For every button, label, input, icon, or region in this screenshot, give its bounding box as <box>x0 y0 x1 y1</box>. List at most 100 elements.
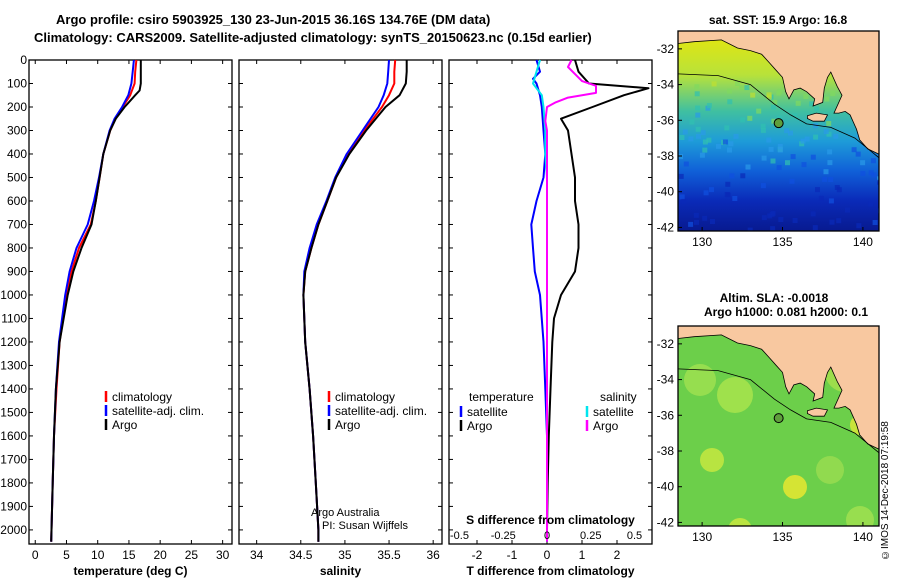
sst-pixel <box>877 179 879 185</box>
isobath-line <box>678 368 879 454</box>
sst-map-panel: sat. SST: 15.9 Argo: 16.8 -32 -34 -36 -38 -40… <box>657 13 880 249</box>
x2-tick-label: 0.25 <box>580 530 601 542</box>
legend-label: climatology <box>335 390 395 404</box>
sst-pixel <box>814 106 820 112</box>
sst-pixel <box>800 138 806 144</box>
sst-pixel <box>792 218 798 223</box>
y-tick-label: 300 <box>7 123 27 137</box>
sst-pixel <box>722 139 728 145</box>
y-tick-label: 500 <box>7 170 27 184</box>
x-tick-label: 0 <box>544 548 551 562</box>
sst-pixel <box>682 129 688 135</box>
x2-tick-label: 0.5 <box>627 530 642 542</box>
x-tick-label: 34.5 <box>289 548 313 562</box>
y-tick-label: 600 <box>7 194 27 208</box>
legend-label: climatology <box>112 390 172 404</box>
x-tick-label: 10 <box>91 548 105 562</box>
sst-pixel <box>761 215 767 221</box>
sst-pixel <box>756 108 762 114</box>
x-tick-label: 0 <box>32 548 39 562</box>
sst-pixel <box>695 126 701 132</box>
sst-pixel <box>803 94 809 99</box>
sst-pixel <box>729 173 735 179</box>
sst-pixel <box>733 133 739 139</box>
lat-tick-label: -42 <box>657 220 675 234</box>
lat-tick-label: -36 <box>657 408 675 422</box>
sst-pixel <box>702 147 708 153</box>
sst-pixel <box>735 81 740 86</box>
y-tick-label: 1700 <box>0 452 27 466</box>
x2-tick-label: -0.5 <box>450 530 469 542</box>
sst-pixel <box>789 178 795 184</box>
sst-pixel <box>871 172 877 178</box>
difference-panel: -2 -1 0 1 2 T difference from climatology temp… <box>448 59 653 578</box>
sst-pixel <box>710 219 715 224</box>
lat-tick-label: -38 <box>657 149 675 163</box>
sst-pixel <box>851 147 857 153</box>
sst-pixel <box>678 154 683 160</box>
legend-title-salinity: salinity <box>600 390 637 404</box>
sst-pixel <box>706 137 712 143</box>
lon-tick-label: 140 <box>853 530 873 544</box>
sst-pixel <box>877 176 879 182</box>
sst-pixel <box>727 147 732 153</box>
sst-pixel <box>694 91 700 97</box>
sst-pixel <box>827 149 833 155</box>
sst-pixel <box>790 154 796 160</box>
credit-line-2: PI: Susan Wijffels <box>322 520 408 532</box>
sst-pixel <box>696 133 701 139</box>
x2-axis-label: S difference from climatology <box>466 513 635 527</box>
x2-tick-label: -0.25 <box>491 530 516 542</box>
sst-pixel <box>766 92 772 98</box>
lat-tick-label: -34 <box>657 373 675 387</box>
legend-label: satellite-adj. clim. <box>112 404 204 418</box>
sst-pixel <box>856 223 862 229</box>
x-tick-label: 2 <box>614 548 621 562</box>
lat-tick-label: -42 <box>657 515 675 529</box>
kangaroo-island <box>807 407 829 417</box>
sla-map-title: Altim. SLA: -0.0018 <box>720 291 829 305</box>
x-axis-label: temperature (deg C) <box>73 564 187 578</box>
y-tick-label: 700 <box>7 217 27 231</box>
sst-pixel <box>709 187 714 193</box>
sst-pixel <box>770 210 776 216</box>
sst-pixel <box>732 196 738 201</box>
sst-pixel <box>822 176 828 182</box>
sst-pixel <box>700 130 706 136</box>
y-tick-label: 400 <box>7 147 27 161</box>
sst-pixel <box>770 226 776 231</box>
sst-pixel <box>739 85 745 91</box>
y-tick-label: 2000 <box>0 523 27 537</box>
sst-pixel <box>724 125 730 131</box>
x-tick-label: 36 <box>426 548 440 562</box>
y-tick-label: 1800 <box>0 476 27 490</box>
sst-pixel <box>760 183 766 189</box>
sst-pixel <box>695 112 701 118</box>
kangaroo-island <box>807 112 829 122</box>
sst-pixel <box>705 105 711 111</box>
sst-pixel <box>776 90 782 96</box>
sst-pixel <box>801 162 807 168</box>
sst-pixel <box>855 151 861 157</box>
sst-pixel <box>810 154 816 160</box>
sst-pixel <box>827 160 833 166</box>
argo-position-marker <box>773 118 784 129</box>
sst-pixel <box>776 165 782 171</box>
sst-pixel <box>679 194 685 200</box>
legend-label: satellite <box>467 405 508 419</box>
sst-pixel <box>678 173 684 179</box>
sst-pixel <box>747 115 753 121</box>
temperature-panel: 0100200300400500600700800900100011001200… <box>0 53 233 578</box>
sst-pixel <box>747 227 753 231</box>
y-tick-label: 200 <box>7 100 27 114</box>
x-tick-label: 20 <box>153 548 167 562</box>
sst-pixel <box>711 81 717 87</box>
sst-pixel <box>767 213 773 219</box>
sst-pixel <box>702 215 708 221</box>
lat-tick-label: -40 <box>657 185 675 199</box>
x2-tick-label: 0 <box>544 530 550 542</box>
series-line <box>302 59 397 542</box>
sst-pixel <box>679 135 685 140</box>
sst-pixel <box>693 212 699 218</box>
series-line <box>302 60 408 542</box>
